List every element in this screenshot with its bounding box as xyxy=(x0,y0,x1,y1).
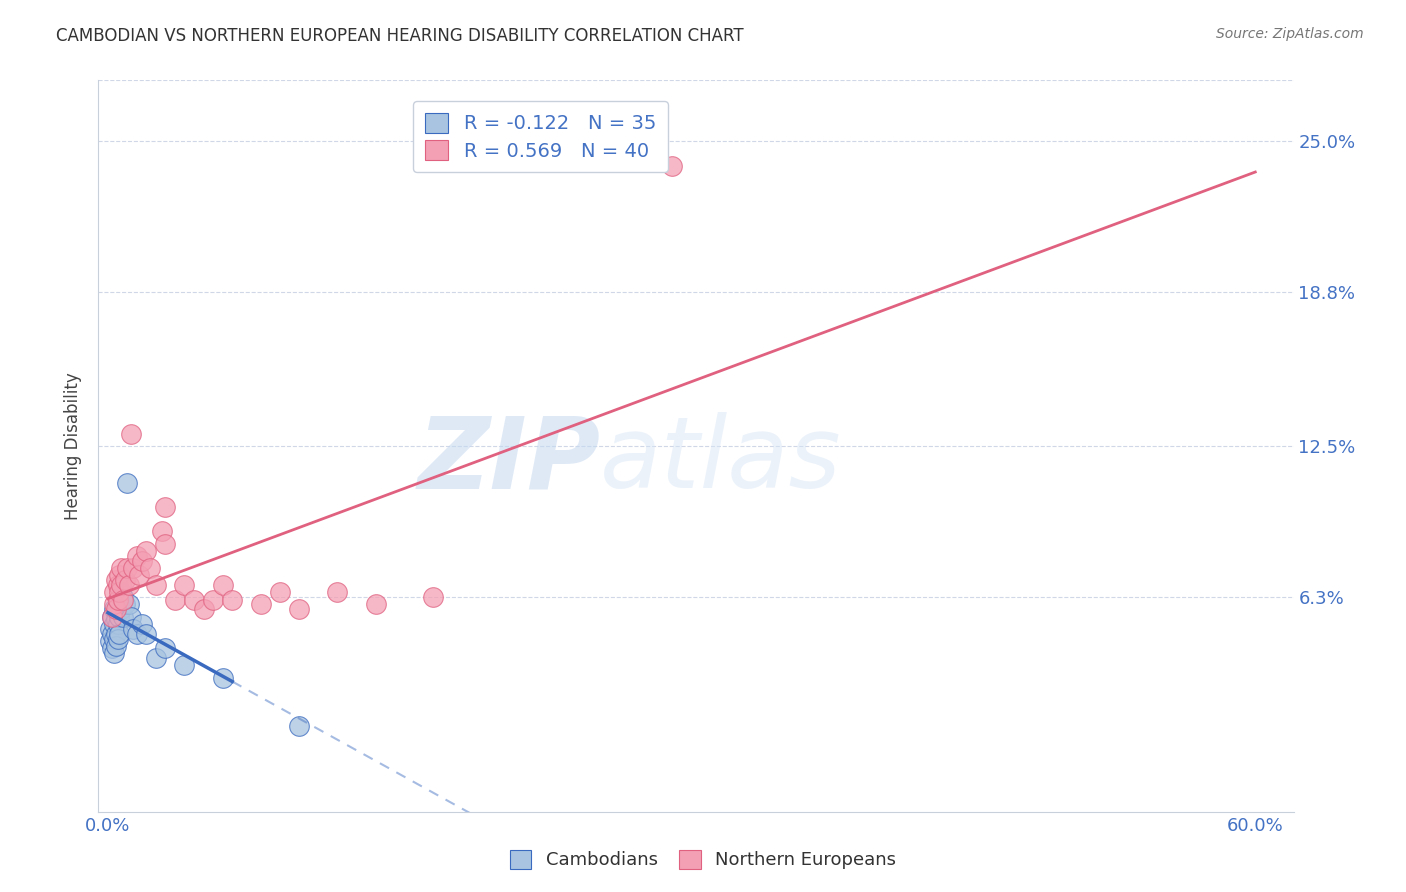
Point xyxy=(110,561,132,575)
Point xyxy=(101,609,124,624)
Point xyxy=(110,602,132,616)
Point xyxy=(104,602,127,616)
Point xyxy=(98,634,121,648)
Text: CAMBODIAN VS NORTHERN EUROPEAN HEARING DISABILITY CORRELATION CHART: CAMBODIAN VS NORTHERN EUROPEAN HEARING D… xyxy=(56,27,744,45)
Point xyxy=(125,626,148,640)
Point xyxy=(108,609,131,624)
Point xyxy=(114,573,136,587)
Point xyxy=(131,617,153,632)
Point xyxy=(108,568,131,582)
Legend: Cambodians, Northern Europeans: Cambodians, Northern Europeans xyxy=(501,841,905,879)
Point xyxy=(121,561,143,575)
Point xyxy=(110,578,132,592)
Text: ZIP: ZIP xyxy=(418,412,600,509)
Point xyxy=(145,578,167,592)
Point xyxy=(326,585,349,599)
Point xyxy=(103,646,125,660)
Point xyxy=(150,524,173,539)
Point xyxy=(288,719,311,733)
Point xyxy=(104,639,127,653)
Point xyxy=(104,626,127,640)
Point xyxy=(103,617,125,632)
Point xyxy=(103,585,125,599)
Point xyxy=(183,592,205,607)
Point xyxy=(139,561,162,575)
Point xyxy=(221,592,243,607)
Point xyxy=(163,592,186,607)
Y-axis label: Hearing Disability: Hearing Disability xyxy=(65,372,83,520)
Point xyxy=(155,536,177,550)
Point xyxy=(107,632,129,646)
Point xyxy=(202,592,225,607)
Point xyxy=(108,626,131,640)
Point xyxy=(250,598,273,612)
Point xyxy=(115,475,138,490)
Point xyxy=(101,626,124,640)
Point xyxy=(108,592,131,607)
Point xyxy=(112,592,135,607)
Point xyxy=(211,578,233,592)
Text: Source: ZipAtlas.com: Source: ZipAtlas.com xyxy=(1216,27,1364,41)
Point xyxy=(103,602,125,616)
Point xyxy=(98,622,121,636)
Point xyxy=(155,500,177,514)
Point xyxy=(422,590,444,604)
Point xyxy=(107,617,129,632)
Point xyxy=(107,598,129,612)
Point xyxy=(125,549,148,563)
Point xyxy=(101,641,124,656)
Point xyxy=(155,641,177,656)
Point xyxy=(288,602,311,616)
Point xyxy=(135,626,157,640)
Point xyxy=(145,651,167,665)
Point xyxy=(269,585,291,599)
Point xyxy=(135,544,157,558)
Point xyxy=(104,573,127,587)
Point xyxy=(112,609,135,624)
Point xyxy=(173,578,195,592)
Point xyxy=(115,561,138,575)
Point xyxy=(103,598,125,612)
Point xyxy=(118,578,141,592)
Point xyxy=(173,658,195,673)
Point xyxy=(364,598,387,612)
Point xyxy=(118,598,141,612)
Legend: R = -0.122   N = 35, R = 0.569   N = 40: R = -0.122 N = 35, R = 0.569 N = 40 xyxy=(413,101,668,172)
Text: atlas: atlas xyxy=(600,412,842,509)
Point xyxy=(114,598,136,612)
Point xyxy=(120,426,142,441)
Point xyxy=(107,592,129,607)
Point xyxy=(108,585,131,599)
Point xyxy=(120,609,142,624)
Point xyxy=(121,622,143,636)
Point xyxy=(211,671,233,685)
Point xyxy=(103,632,125,646)
Point xyxy=(193,602,215,616)
Point xyxy=(128,568,150,582)
Point xyxy=(110,585,132,599)
Point xyxy=(101,609,124,624)
Point xyxy=(104,612,127,626)
Point xyxy=(661,159,683,173)
Point xyxy=(112,590,135,604)
Point xyxy=(131,553,153,567)
Point xyxy=(107,578,129,592)
